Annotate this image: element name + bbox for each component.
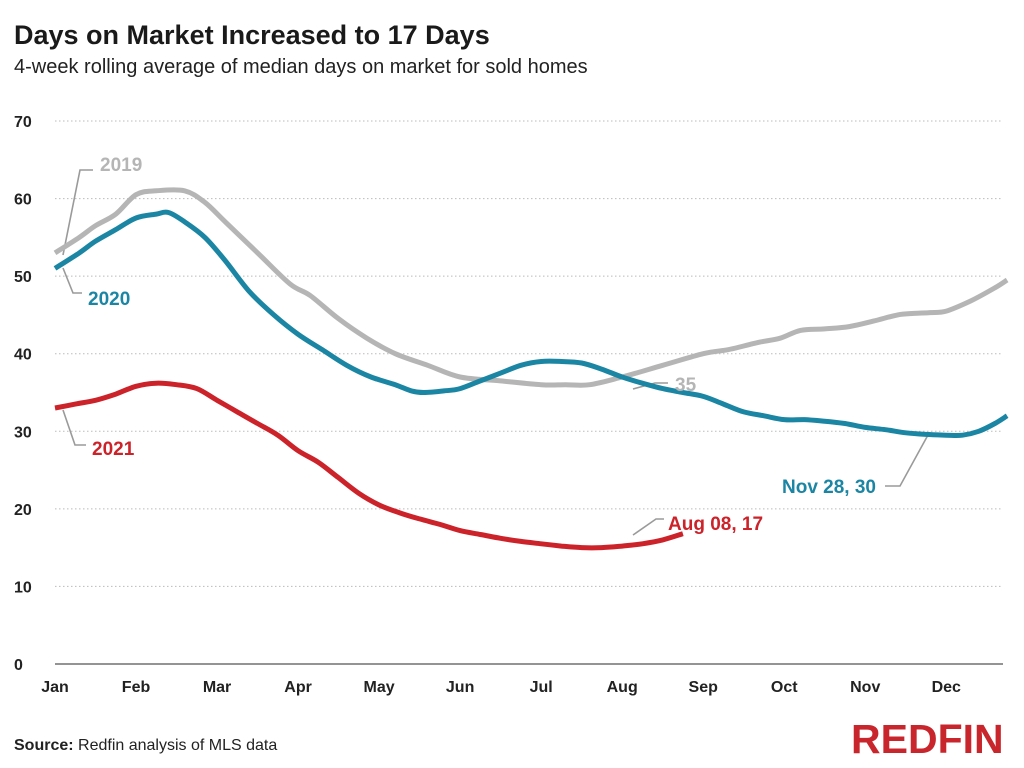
y-tick-10: 10 bbox=[14, 579, 32, 596]
source-label: Source: bbox=[14, 737, 74, 754]
source-text: Redfin analysis of MLS data bbox=[78, 737, 278, 754]
x-tick-oct: Oct bbox=[771, 679, 798, 696]
y-axis-ticks: 0 10 20 30 40 50 60 70 bbox=[14, 114, 32, 674]
gridlines bbox=[55, 120, 1003, 665]
x-tick-mar: Mar bbox=[203, 679, 231, 696]
chart-subtitle: 4-week rolling average of median days on… bbox=[14, 56, 588, 78]
annotation-35: 35 bbox=[675, 375, 697, 396]
y-tick-60: 60 bbox=[14, 192, 32, 209]
leader-1 bbox=[62, 267, 82, 294]
annotation-nov-28-30: Nov 28, 30 bbox=[782, 477, 876, 498]
x-tick-dec: Dec bbox=[932, 679, 961, 696]
annotation-aug-08-17: Aug 08, 17 bbox=[668, 514, 763, 535]
x-tick-jun: Jun bbox=[446, 679, 474, 696]
x-tick-nov: Nov bbox=[850, 679, 880, 696]
annotation-labels: 2019 2020 2021 Aug 08, 17 35 Nov 28, 30 bbox=[88, 155, 876, 535]
x-tick-jan: Jan bbox=[41, 679, 69, 696]
y-tick-50: 50 bbox=[14, 269, 32, 286]
x-tick-may: May bbox=[364, 679, 395, 696]
x-tick-jul: Jul bbox=[530, 679, 553, 696]
leader-2 bbox=[62, 409, 86, 446]
annotation-leaders bbox=[62, 169, 929, 536]
series-line-2021 bbox=[54, 380, 684, 551]
x-axis-ticks: Jan Feb Mar Apr May Jun Jul Aug Sep Oct Nov Dec bbox=[41, 679, 961, 696]
series-line-2020 bbox=[53, 209, 1009, 438]
y-tick-30: 30 bbox=[14, 424, 32, 441]
annotation-2021: 2021 bbox=[92, 439, 135, 460]
x-tick-sep: Sep bbox=[689, 679, 719, 696]
chart-title: Days on Market Increased to 17 Days bbox=[14, 20, 490, 50]
redfin-logo: REDFIN bbox=[851, 716, 1004, 762]
series-line-2019 bbox=[53, 187, 1009, 388]
leader-0 bbox=[62, 169, 93, 256]
x-tick-aug: Aug bbox=[607, 679, 638, 696]
series-lines bbox=[53, 187, 1009, 551]
x-tick-feb: Feb bbox=[122, 679, 151, 696]
annotation-2020: 2020 bbox=[88, 289, 130, 310]
y-tick-20: 20 bbox=[14, 502, 32, 519]
annotation-2019: 2019 bbox=[100, 155, 142, 176]
y-tick-40: 40 bbox=[14, 347, 32, 364]
y-tick-70: 70 bbox=[14, 114, 32, 131]
leader-5 bbox=[885, 434, 929, 487]
source-note: Source: Redfin analysis of MLS data bbox=[14, 737, 277, 755]
leader-4 bbox=[632, 382, 668, 390]
x-tick-apr: Apr bbox=[284, 679, 312, 696]
y-tick-0: 0 bbox=[14, 657, 23, 674]
leader-3 bbox=[632, 518, 664, 536]
